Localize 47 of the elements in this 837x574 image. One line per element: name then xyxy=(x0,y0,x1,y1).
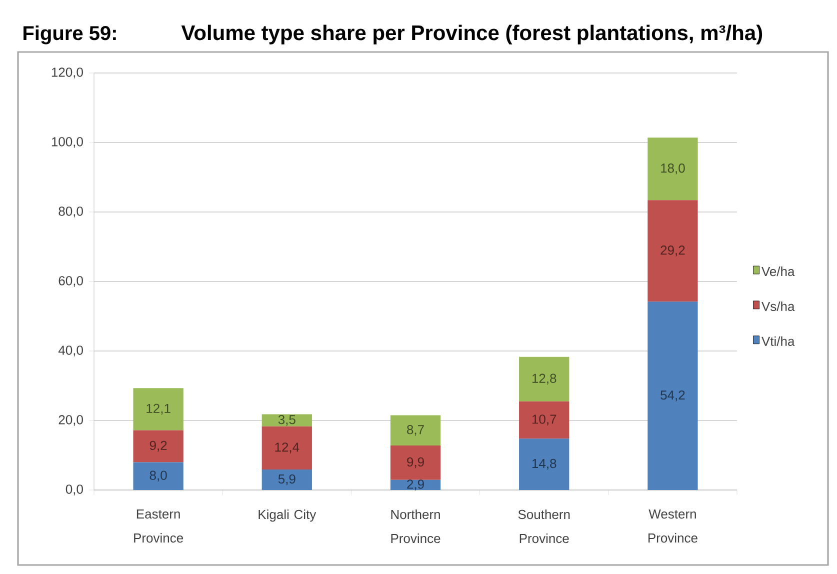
bar xyxy=(390,446,441,480)
data-label: 12,1 xyxy=(146,404,170,415)
chart-title: Volume type share per Province (forest plantations, m³/ha) xyxy=(181,24,762,44)
x-tick-label: Southern Province xyxy=(518,510,570,544)
bar xyxy=(262,469,312,490)
y-tick-label: 20,0 xyxy=(58,415,83,426)
bar xyxy=(519,356,570,402)
data-label: 10,7 xyxy=(532,414,556,426)
data-label: 2,9 xyxy=(407,480,424,490)
bar xyxy=(648,138,698,200)
bar xyxy=(648,302,698,490)
x-tick-label: Kigali City xyxy=(258,510,316,522)
data-label: 8,7 xyxy=(407,425,424,436)
data-label: 8,0 xyxy=(150,470,167,482)
data-label: 9,9 xyxy=(407,457,424,468)
data-label: 9,2 xyxy=(150,440,167,452)
legend-label: Vs/ha xyxy=(762,301,795,312)
data-label: 29,2 xyxy=(660,246,685,256)
x-tick-label: Eastern Province xyxy=(134,510,184,543)
bar xyxy=(262,414,312,426)
x-tick-label: Northern Province xyxy=(391,510,440,544)
bar xyxy=(390,415,441,446)
data-label: 18,0 xyxy=(661,164,685,174)
y-tick-label: 0,0 xyxy=(66,484,83,496)
bar xyxy=(519,401,570,439)
legend-label: Vti/ha xyxy=(762,336,795,346)
data-label: 12,4 xyxy=(275,442,300,454)
bar xyxy=(519,438,570,490)
y-tick-label: 120,0 xyxy=(52,68,83,78)
bar xyxy=(133,430,184,462)
bar xyxy=(262,426,312,470)
bar xyxy=(133,388,184,430)
y-tick-label: 100,0 xyxy=(52,137,83,148)
bar xyxy=(133,462,184,490)
legend-label: Ve/ha xyxy=(762,266,795,276)
data-label: 12,8 xyxy=(532,374,556,385)
data-label: 3,5 xyxy=(278,414,296,426)
y-tick-label: 60,0 xyxy=(58,276,83,287)
bar xyxy=(648,200,698,302)
caption: Figure 59: xyxy=(24,26,116,44)
y-tick-label: 80,0 xyxy=(58,206,83,218)
data-label: 54,2 xyxy=(660,390,685,402)
y-tick-label: 40,0 xyxy=(58,346,83,356)
x-tick-label: Western Province xyxy=(648,510,698,543)
bar xyxy=(390,480,441,490)
data-label: 14,8 xyxy=(532,458,556,470)
data-label: 5,9 xyxy=(278,474,296,486)
